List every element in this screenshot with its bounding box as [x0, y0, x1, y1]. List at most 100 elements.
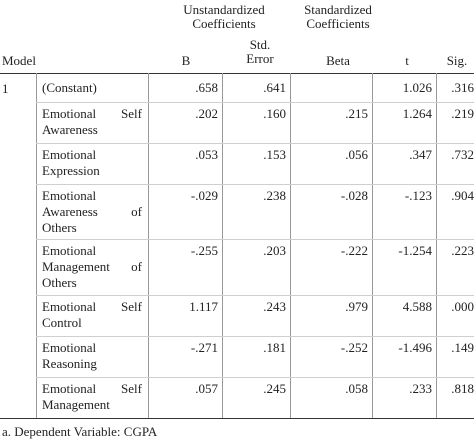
std-error-line2: Error [246, 51, 274, 66]
t-value: -1.254 [398, 243, 432, 258]
predictor-word: Awareness [42, 204, 98, 219]
predictor-label-line: Awareness [42, 122, 142, 138]
predictor-label-line: Emotional [42, 188, 142, 204]
b-value: -.255 [190, 243, 218, 258]
b-value: -.271 [190, 340, 218, 355]
predictor-word: (Constant) [42, 80, 97, 95]
predictor-label-line: Reasoning [42, 356, 142, 372]
sig-value: .000 [451, 299, 474, 314]
predictor-label: Emotional Self Awareness [42, 106, 142, 138]
sig-value: .223 [451, 243, 474, 258]
t-value: .347 [409, 147, 432, 162]
predictor-label: Emotional Awareness of Others [42, 188, 142, 236]
b-header: B [181, 53, 191, 68]
beta-header: Beta [326, 53, 350, 68]
predictor-label: Emotional Reasoning [42, 340, 142, 372]
predictor-word: Others [42, 220, 77, 235]
table-bottom-rule [0, 418, 474, 419]
beta-value: .979 [345, 299, 368, 314]
row-divider [36, 336, 474, 337]
unstandardized-line2: Coefficients [192, 16, 256, 31]
predictor-word: Self [121, 106, 142, 121]
row-divider [36, 239, 474, 240]
divider-t [436, 73, 437, 418]
predictor-label-line: Management [42, 397, 142, 413]
se-value: .203 [263, 243, 286, 258]
divider-b [222, 73, 223, 418]
predictor-word: Management [42, 397, 110, 412]
divider-beta [372, 73, 373, 418]
sig-value: .219 [451, 106, 474, 121]
unstandardized-header: Unstandardized Coefficients [178, 3, 270, 31]
std-error-line1: Std. [249, 37, 271, 52]
b-value: -.029 [190, 188, 218, 203]
predictor-label-line: Emotional Self [42, 106, 142, 122]
predictor-word: Emotional [42, 340, 97, 355]
standardized-line1: Standardized [304, 2, 372, 17]
sig-value: .149 [451, 340, 474, 355]
predictor-label: (Constant) [42, 80, 142, 96]
unstandardized-line1: Unstandardized [183, 2, 265, 17]
row-divider [36, 102, 474, 103]
divider-predictor [148, 73, 149, 418]
t-value: .233 [409, 381, 432, 396]
predictor-label-line: Expression [42, 163, 142, 179]
predictor-label-line: Awareness of [42, 204, 142, 220]
header-rule [0, 73, 474, 74]
sig-value: .818 [451, 381, 474, 396]
beta-value: .056 [345, 147, 368, 162]
predictor-word: Emotional [42, 381, 97, 396]
divider-se [290, 73, 291, 418]
predictor-word: Emotional [42, 188, 97, 203]
predictor-label-line: Others [42, 220, 142, 236]
row-divider [36, 295, 474, 296]
b-value: .202 [195, 106, 218, 121]
predictor-label-line: Emotional Self [42, 381, 142, 397]
predictor-word: Management [42, 259, 110, 274]
predictor-word: Emotional [42, 106, 97, 121]
se-value: .245 [263, 381, 286, 396]
model-number: 1 [2, 81, 9, 96]
predictor-word: Expression [42, 163, 100, 178]
b-value: .053 [195, 147, 218, 162]
predictor-label-line: Control [42, 315, 142, 331]
predictor-word: Self [121, 299, 142, 314]
predictor-label-line: (Constant) [42, 80, 142, 96]
standardized-line2: Coefficients [306, 16, 370, 31]
t-value: 1.026 [402, 80, 432, 95]
sig-value: .732 [451, 147, 474, 162]
predictor-label-line: Management of [42, 259, 142, 275]
se-value: .238 [263, 188, 286, 203]
se-value: .160 [263, 106, 286, 121]
b-value: .658 [195, 80, 218, 95]
predictor-word: Emotional [42, 299, 97, 314]
predictor-label: Emotional Management of Others [42, 243, 142, 291]
beta-value: -.222 [340, 243, 368, 258]
sig-header: Sig. [446, 53, 468, 68]
b-value: .057 [195, 381, 218, 396]
predictor-label: Emotional Self Management [42, 381, 142, 413]
row-divider [36, 143, 474, 144]
beta-value: -.028 [340, 188, 368, 203]
t-value: 4.588 [402, 299, 432, 314]
footnote: a. Dependent Variable: CGPA [2, 424, 158, 439]
t-value: -1.496 [398, 340, 432, 355]
predictor-label-line: Emotional [42, 243, 142, 259]
predictor-label-line: Emotional [42, 147, 142, 163]
beta-value: .058 [345, 381, 368, 396]
beta-value: -.252 [340, 340, 368, 355]
predictor-word: Reasoning [42, 356, 97, 371]
se-value: .181 [263, 340, 286, 355]
predictor-word: of [131, 259, 142, 274]
predictor-word: Self [121, 381, 142, 396]
predictor-word: Awareness [42, 122, 98, 137]
t-value: -.123 [404, 188, 432, 203]
t-value: 1.264 [402, 106, 432, 121]
se-value: .153 [263, 147, 286, 162]
row-divider [36, 184, 474, 185]
std-error-header: Std. Error [238, 38, 282, 66]
divider-model [36, 73, 37, 418]
predictor-word: of [131, 204, 142, 219]
se-value: .243 [263, 299, 286, 314]
